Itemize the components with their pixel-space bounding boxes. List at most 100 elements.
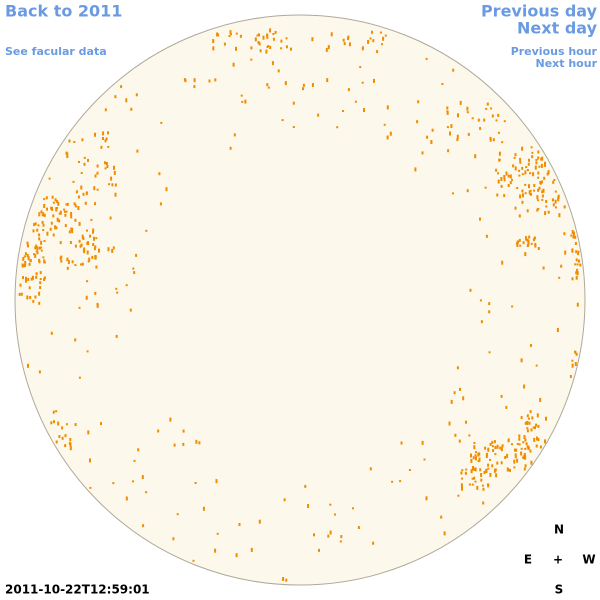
speck	[141, 475, 144, 480]
back-link[interactable]: Back to 2011	[5, 2, 122, 21]
speck	[474, 154, 477, 159]
speck	[525, 442, 528, 446]
speck	[527, 239, 530, 243]
speck	[77, 195, 80, 199]
compass-north: N	[554, 523, 564, 537]
speck	[120, 85, 123, 89]
speck	[66, 155, 69, 159]
speck	[96, 303, 99, 308]
speck	[114, 192, 117, 197]
speck	[485, 468, 488, 473]
speck	[290, 47, 292, 51]
speck	[520, 447, 523, 450]
speck	[575, 258, 578, 262]
speck	[34, 253, 37, 258]
previous-day-link[interactable]: Previous day	[481, 2, 598, 21]
speck	[51, 206, 54, 211]
speck	[78, 161, 80, 163]
speck	[361, 81, 364, 84]
speck	[53, 420, 55, 424]
next-day-link[interactable]: Next day	[517, 19, 598, 38]
speck	[459, 100, 462, 105]
speck	[543, 176, 546, 180]
speck	[133, 271, 136, 275]
speck	[489, 136, 492, 140]
speck	[421, 440, 424, 445]
previous-hour-link[interactable]: Previous hour	[511, 45, 598, 58]
speck	[367, 39, 370, 44]
facular-link[interactable]: See facular data	[5, 45, 107, 58]
speck	[380, 31, 382, 34]
speck	[202, 506, 205, 511]
speck	[522, 441, 525, 444]
speck	[38, 212, 41, 215]
speck	[74, 264, 77, 267]
speck	[35, 275, 38, 279]
speck	[94, 174, 97, 178]
speck	[408, 469, 411, 471]
speck	[52, 201, 55, 204]
speck	[104, 139, 107, 143]
speck	[267, 45, 270, 47]
speck	[107, 145, 110, 148]
speck	[216, 32, 219, 37]
speck	[430, 140, 433, 144]
speck	[466, 111, 469, 114]
speck	[238, 523, 241, 526]
speck	[357, 526, 360, 529]
speck	[483, 118, 486, 122]
speck	[571, 230, 574, 235]
speck	[82, 192, 85, 196]
speck	[554, 206, 557, 209]
speck	[521, 200, 524, 204]
speck	[74, 338, 77, 342]
speck	[522, 456, 525, 459]
speck	[39, 278, 42, 280]
speck	[91, 255, 94, 259]
speck	[79, 244, 82, 248]
next-hour-link[interactable]: Next hour	[536, 57, 598, 70]
speck	[399, 480, 402, 483]
speck	[542, 266, 545, 270]
speck	[473, 442, 476, 444]
speck	[94, 132, 96, 137]
speck	[577, 252, 580, 256]
speck	[471, 117, 474, 120]
speck	[64, 444, 67, 448]
speck	[514, 153, 517, 157]
speck	[533, 189, 536, 192]
speck	[484, 186, 487, 189]
speck	[533, 437, 536, 442]
speck	[86, 350, 89, 353]
speck	[42, 212, 45, 217]
speck	[347, 35, 350, 39]
speck	[524, 447, 527, 450]
speck	[478, 457, 481, 462]
speck	[104, 161, 106, 165]
speck	[514, 166, 517, 171]
speck	[492, 138, 495, 142]
speck	[447, 149, 450, 153]
speck	[42, 223, 45, 227]
speck	[528, 417, 530, 420]
speck	[531, 416, 534, 420]
speck	[96, 171, 99, 175]
speck	[560, 264, 563, 268]
speck	[446, 106, 449, 110]
speck	[529, 189, 532, 192]
speck	[528, 184, 530, 189]
speck	[525, 236, 527, 239]
speck	[58, 435, 61, 438]
speck	[537, 199, 540, 202]
speck	[465, 420, 467, 424]
speck	[18, 292, 21, 296]
speck	[578, 259, 580, 263]
speck	[267, 86, 270, 89]
speck	[172, 537, 175, 541]
speck	[537, 171, 540, 175]
speck	[504, 456, 507, 459]
speck	[376, 50, 379, 54]
speck	[532, 172, 535, 177]
speck	[475, 456, 477, 461]
speck	[38, 370, 41, 374]
